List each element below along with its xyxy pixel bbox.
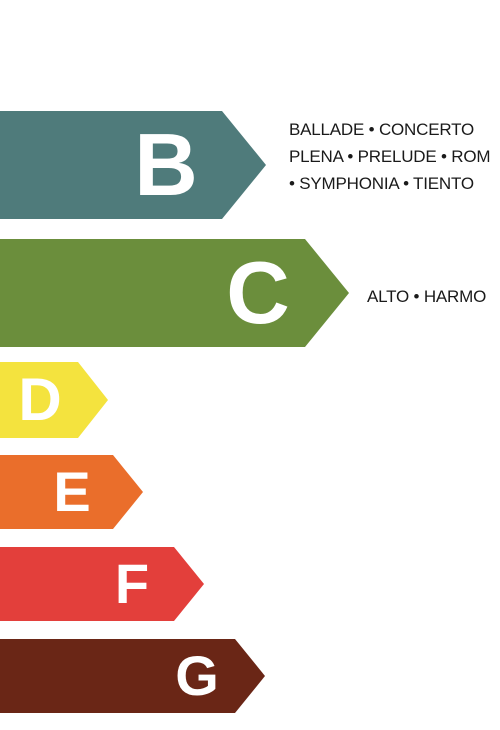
band-letter-e: E	[53, 460, 91, 523]
model-line: PLENA • PRELUDE • ROM	[289, 147, 491, 166]
arrow-shape-d	[0, 362, 108, 438]
arrow-shape-f	[0, 547, 204, 621]
energy-band-g: G	[0, 639, 265, 713]
arrow-shape-e	[0, 455, 143, 529]
energy-band-e: E	[0, 455, 143, 529]
model-line: BALLADE • CONCERTO	[289, 120, 475, 139]
band-letter-f: F	[114, 552, 150, 615]
model-line: ALTO • HARMO	[367, 287, 487, 306]
arrow-shape-b	[0, 111, 266, 219]
model-line: • SYMPHONIA • TIENTO	[289, 174, 474, 193]
band-letter-b: B	[134, 115, 198, 214]
energy-band-f: F	[0, 547, 204, 621]
band-letter-d: D	[18, 366, 62, 433]
band-letter-g: G	[175, 644, 219, 707]
arrow-shape-c	[0, 239, 349, 347]
band-b-models: BALLADE • CONCERTO PLENA • PRELUDE • ROM…	[289, 116, 491, 197]
energy-band-c: C	[0, 239, 349, 347]
band-letter-c: C	[226, 243, 290, 342]
energy-band-b: B	[0, 111, 266, 219]
band-c-models: ALTO • HARMO	[367, 283, 486, 310]
arrow-shape-g	[0, 639, 265, 713]
energy-band-d: D	[0, 362, 108, 438]
